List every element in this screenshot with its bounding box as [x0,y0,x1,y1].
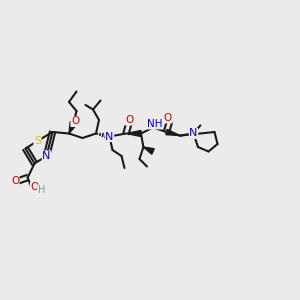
Text: S: S [34,136,41,146]
Text: N: N [105,131,114,142]
Text: O: O [71,116,79,127]
Polygon shape [143,147,154,154]
Text: NH: NH [147,119,162,129]
Text: N: N [42,151,51,161]
Text: O: O [125,115,133,125]
Text: H: H [38,185,45,195]
Text: O: O [11,176,19,187]
Text: N: N [189,128,198,139]
Text: O: O [30,182,39,193]
Text: O: O [164,113,172,123]
Polygon shape [126,130,141,136]
Polygon shape [69,122,77,134]
Polygon shape [166,129,180,136]
